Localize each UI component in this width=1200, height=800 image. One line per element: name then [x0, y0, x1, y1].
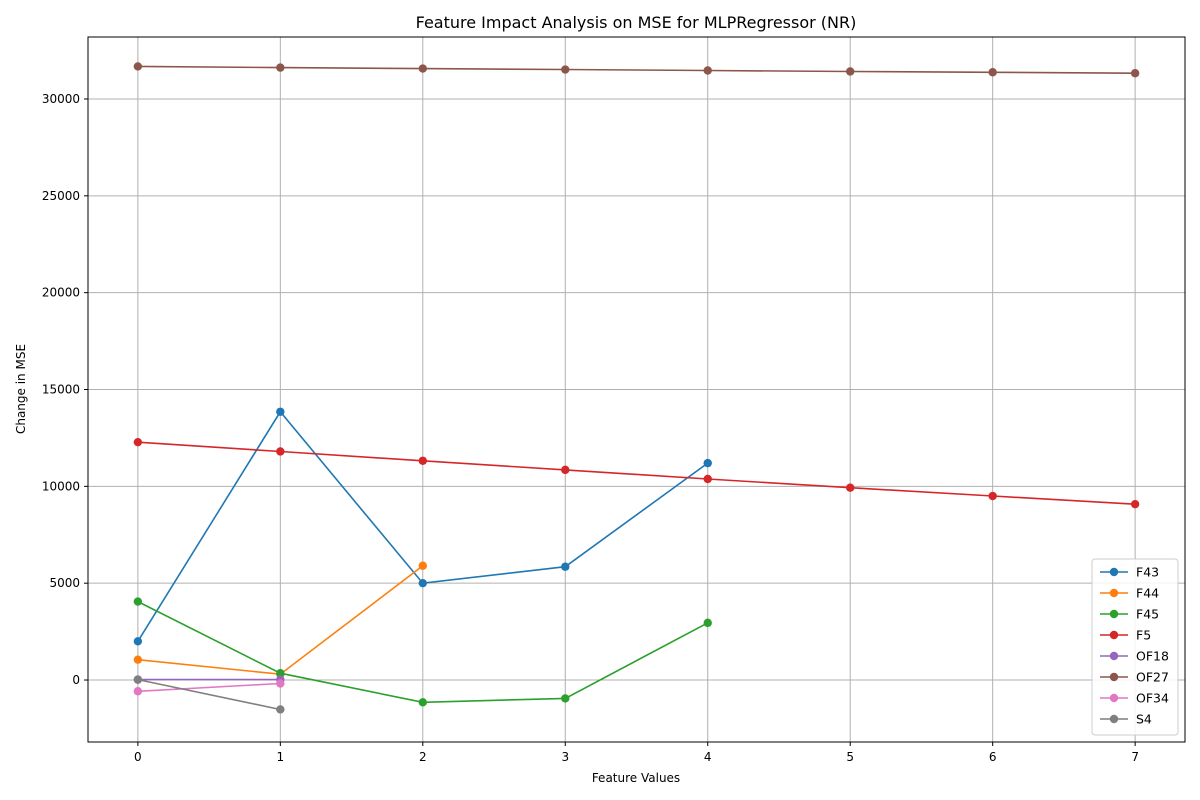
axis-ticks: 0 1 2 3 4 5 6 7 0 5000 10000 15000 20000 25000 30000: [42, 92, 1139, 764]
legend-label: OF34: [1136, 691, 1169, 706]
series-line: [137, 65, 1136, 74]
data-point: [418, 698, 427, 707]
series-f43: [133, 407, 712, 646]
data-point: [846, 483, 855, 492]
legend-item-f44: F44: [1100, 586, 1159, 601]
data-point: [133, 62, 143, 71]
y-axis-label: Change in MSE: [14, 344, 28, 434]
y-tick-label: 10000: [42, 479, 80, 493]
x-tick-label: 5: [846, 750, 854, 764]
data-point: [561, 694, 570, 703]
y-tick-label: 25000: [42, 189, 80, 203]
legend-label: OF27: [1136, 670, 1169, 685]
data-point: [133, 637, 143, 646]
data-point: [1130, 499, 1140, 509]
data-point: [561, 562, 570, 571]
legend-label: F5: [1136, 628, 1151, 643]
data-point: [561, 465, 570, 475]
x-axis-label: Feature Values: [592, 771, 680, 785]
legend-marker: [1109, 714, 1119, 724]
series-group: [133, 62, 1140, 714]
data-point: [703, 458, 712, 468]
series-line: [137, 441, 1136, 505]
legend-item-s4: S4: [1100, 712, 1152, 727]
data-point: [703, 474, 712, 484]
data-point: [276, 679, 285, 688]
data-point: [703, 618, 712, 628]
x-tick-label: 2: [419, 750, 427, 764]
legend-marker: [1109, 630, 1119, 640]
legend-item-of27: OF27: [1100, 670, 1169, 685]
series-s4: [133, 675, 285, 714]
legend-item-f43: F43: [1100, 565, 1159, 580]
legend-label: F43: [1136, 565, 1159, 580]
legend-marker: [1109, 672, 1119, 682]
legend-marker: [1109, 567, 1119, 577]
y-tick-label: 0: [72, 673, 80, 687]
y-tick-label: 5000: [49, 576, 80, 590]
x-tick-label: 1: [277, 750, 285, 764]
data-point: [133, 687, 143, 696]
data-point: [133, 675, 143, 684]
data-point: [418, 456, 427, 465]
x-tick-label: 7: [1131, 750, 1139, 764]
data-point: [703, 66, 712, 75]
data-point: [846, 67, 855, 76]
data-point: [418, 561, 427, 570]
x-tick-label: 6: [989, 750, 997, 764]
series-f45: [133, 597, 712, 707]
data-point: [133, 597, 143, 606]
legend-marker: [1109, 588, 1119, 598]
series-f5: [133, 437, 1140, 509]
legend-label: OF18: [1136, 649, 1169, 664]
series-of27: [133, 62, 1140, 78]
data-point: [1130, 69, 1140, 78]
y-tick-label: 15000: [42, 383, 80, 397]
data-point: [276, 407, 285, 416]
legend-marker: [1109, 693, 1119, 703]
data-point: [276, 669, 285, 678]
x-tick-label: 3: [561, 750, 569, 764]
legend-label: F44: [1136, 586, 1159, 601]
legend-item-f5: F5: [1100, 628, 1151, 643]
x-tick-label: 4: [704, 750, 712, 764]
legend-item-of34: OF34: [1100, 691, 1169, 706]
chart-title: Feature Impact Analysis on MSE for MLPRe…: [416, 13, 857, 32]
data-point: [988, 491, 997, 501]
legend-item-of18: OF18: [1100, 649, 1169, 664]
data-point: [988, 68, 997, 77]
series-line: [137, 678, 281, 711]
legend-marker: [1109, 609, 1119, 619]
legend-label: S4: [1136, 712, 1152, 727]
legend-box: [1091, 558, 1179, 736]
legend-item-f45: F45: [1100, 607, 1159, 622]
data-point: [418, 578, 427, 588]
data-point: [561, 65, 570, 74]
series-line: [137, 682, 281, 693]
y-tick-label: 30000: [42, 92, 80, 106]
legend-label: F45: [1136, 607, 1159, 622]
data-point: [133, 437, 143, 447]
y-tick-label: 20000: [42, 286, 80, 300]
data-point: [276, 63, 285, 72]
legend: F43 F44 F45 F5 OF18 OF27 OF34 S4: [1091, 558, 1179, 736]
x-tick-label: 0: [134, 750, 142, 764]
data-point: [133, 655, 143, 664]
data-point: [276, 447, 285, 456]
data-point: [276, 705, 285, 714]
series-of34: [133, 679, 285, 696]
legend-marker: [1109, 651, 1119, 661]
data-point: [418, 64, 427, 73]
